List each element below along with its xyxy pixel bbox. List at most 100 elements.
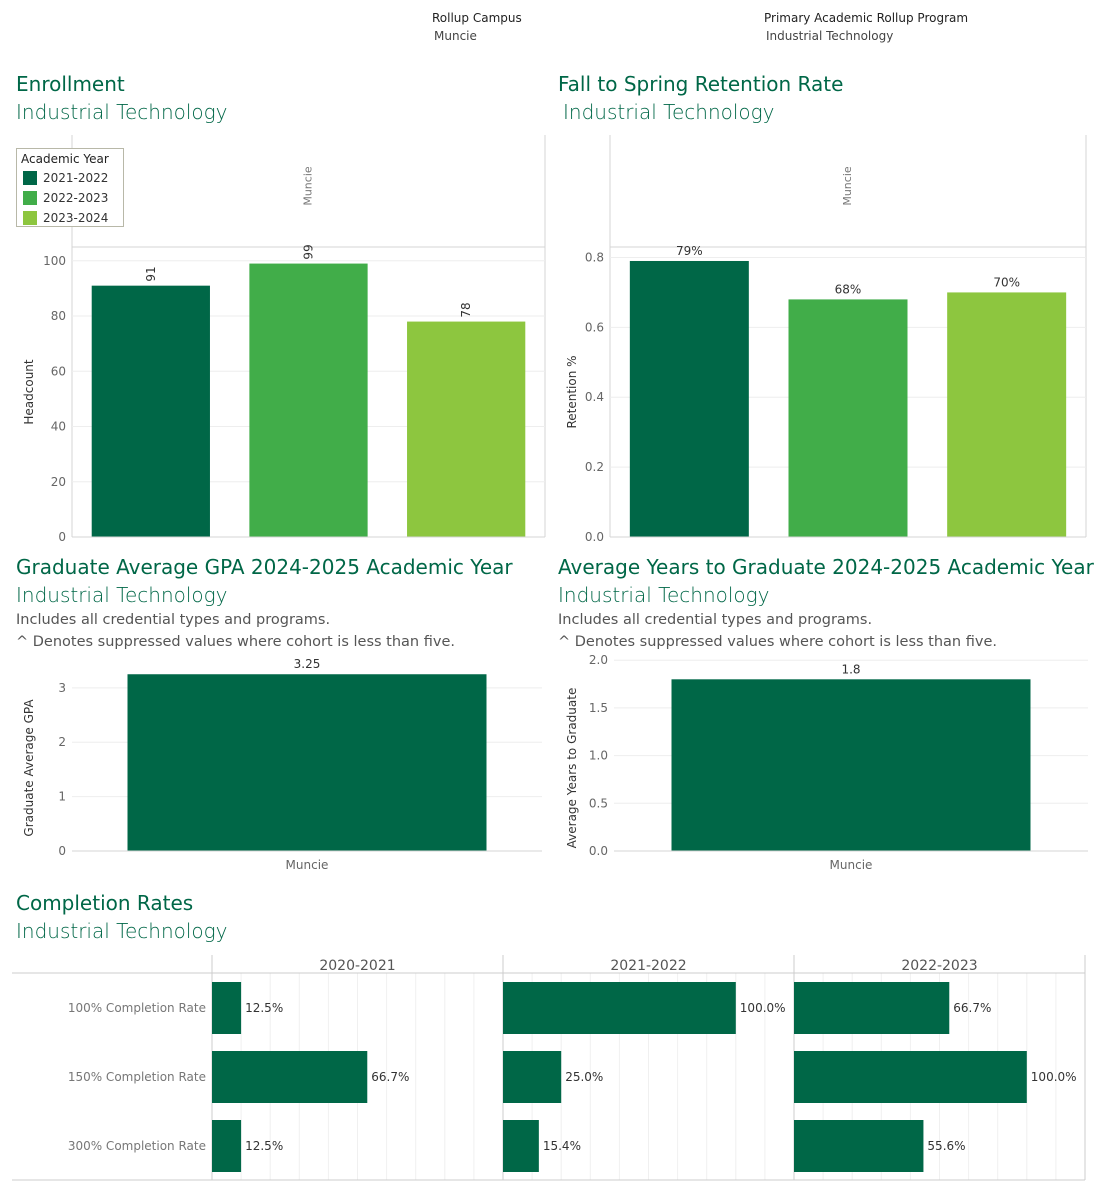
retention-title: Fall to Spring Retention Rate xyxy=(558,72,844,96)
completion-bar xyxy=(212,982,242,1034)
completion-bar xyxy=(212,1120,242,1172)
bar-value-label: 55.6% xyxy=(927,1139,965,1153)
column-header: 2021-2022 xyxy=(610,958,686,974)
bar-value-label: 68% xyxy=(835,282,862,296)
row-label: 150% Completion Rate xyxy=(68,1070,206,1084)
bar-Muncie xyxy=(671,679,1031,851)
academic-year-legend[interactable]: Academic Year 2021-2022 2022-2023 2023-2… xyxy=(16,148,124,227)
y-tick-label: 60 xyxy=(51,364,66,378)
completion-title: Completion Rates xyxy=(16,891,194,915)
bar-value-label: 12.5% xyxy=(245,1139,283,1153)
y-tick-label: 100 xyxy=(43,254,66,268)
gpa-note-suppressed: ^ Denotes suppressed values where cohort… xyxy=(16,634,455,650)
completion-bar xyxy=(794,982,950,1034)
program-filter-value[interactable]: Industrial Technology xyxy=(766,29,894,43)
years-subtitle: Industrial Technology xyxy=(558,583,770,607)
program-filter-label: Primary Academic Rollup Program xyxy=(764,11,969,25)
y-tick-label: 3 xyxy=(58,681,66,695)
completion-bar xyxy=(503,1051,562,1103)
bar-value-label: 100.0% xyxy=(1031,1070,1077,1084)
bar-value-label: 70% xyxy=(993,275,1020,289)
y-tick-label: 40 xyxy=(51,420,66,434)
gpa-note-credentials: Includes all credential types and progra… xyxy=(16,612,331,628)
completion-chart: 2020-2021 12.5% 66.7% 12.5% 2021-2022 100.0% 2… xyxy=(12,955,1086,1181)
legend-label: 2022-2023 xyxy=(43,191,109,205)
y-tick-label: 0.2 xyxy=(585,460,604,474)
enrollment-subtitle: Industrial Technology xyxy=(16,100,228,124)
x-category-label: Muncie xyxy=(830,858,873,872)
legend-swatch xyxy=(23,171,37,185)
bar-2021-2022 xyxy=(91,285,210,537)
completion-bar xyxy=(503,982,736,1034)
years-note-credentials: Includes all credential types and progra… xyxy=(558,612,873,628)
y-axis-title: Retention % xyxy=(565,355,579,428)
column-header: 2020-2021 xyxy=(319,958,395,974)
bar-Muncie xyxy=(127,674,487,851)
completion-subtitle: Industrial Technology xyxy=(16,919,228,943)
y-tick-label: 0.0 xyxy=(585,530,604,544)
y-tick-label: 0 xyxy=(58,844,66,858)
column-header: 2022-2023 xyxy=(901,958,977,974)
bar-value-label: 1.8 xyxy=(841,662,860,676)
bar-value-label: 66.7% xyxy=(953,1001,991,1015)
bar-value-label: 99 xyxy=(302,244,316,259)
completion-bar xyxy=(212,1051,368,1103)
bar-2021-2022 xyxy=(629,260,749,537)
panel-label: Muncie xyxy=(841,166,854,206)
retention-subtitle: Industrial Technology xyxy=(563,100,775,124)
completion-bar xyxy=(503,1120,539,1172)
bar-value-label: 12.5% xyxy=(245,1001,283,1015)
row-label: 300% Completion Rate xyxy=(68,1139,206,1153)
campus-filter-value[interactable]: Muncie xyxy=(434,29,477,43)
y-tick-label: 0.0 xyxy=(589,844,608,858)
bar-2023-2024 xyxy=(407,321,526,537)
bar-value-label: 66.7% xyxy=(371,1070,409,1084)
bar-2023-2024 xyxy=(947,292,1067,537)
years-title: Average Years to Graduate 2024-2025 Acad… xyxy=(558,555,1094,579)
legend-label: 2021-2022 xyxy=(43,171,109,185)
legend-label: 2023-2024 xyxy=(43,211,109,225)
y-tick-label: 0.5 xyxy=(589,796,608,810)
legend-item-2022-2023[interactable]: 2022-2023 xyxy=(21,188,119,208)
y-tick-label: 20 xyxy=(51,475,66,489)
campus-filter-label: Rollup Campus xyxy=(432,11,522,25)
x-category-label: Muncie xyxy=(286,858,329,872)
row-label: 100% Completion Rate xyxy=(68,1001,206,1015)
bar-2022-2023 xyxy=(249,263,368,537)
legend-item-2023-2024[interactable]: 2023-2024 xyxy=(21,208,119,228)
bar-value-label: 3.25 xyxy=(294,657,321,671)
gpa-title: Graduate Average GPA 2024-2025 Academic … xyxy=(16,555,513,579)
y-tick-label: 0.6 xyxy=(585,320,604,334)
bar-value-label: 91 xyxy=(144,266,158,281)
y-tick-label: 1.0 xyxy=(589,749,608,763)
y-tick-label: 2 xyxy=(58,735,66,749)
gpa-chart: 0 1 2 3 Graduate Average GPA 3.25 Muncie xyxy=(22,657,542,872)
gpa-subtitle: Industrial Technology xyxy=(16,583,228,607)
y-tick-label: 2.0 xyxy=(589,655,608,667)
years-chart: 0.0 0.5 1.0 1.5 2.0 Average Years to Graduate… xyxy=(565,655,1088,872)
panel-label: Muncie xyxy=(302,166,315,206)
bar-value-label: 100.0% xyxy=(740,1001,786,1015)
y-tick-label: 1.5 xyxy=(589,701,608,715)
retention-chart: Muncie 0.0 0.2 0.4 0.6 0.8 Retention % 79% 68% 70… xyxy=(565,135,1087,544)
legend-title: Academic Year xyxy=(21,152,109,166)
enrollment-title: Enrollment xyxy=(16,72,125,96)
bar-value-label: 79% xyxy=(676,244,703,258)
y-tick-label: 0.4 xyxy=(585,390,604,404)
y-tick-label: 80 xyxy=(51,309,66,323)
y-tick-label: 1 xyxy=(58,790,66,804)
completion-bar xyxy=(794,1051,1027,1103)
bar-value-label: 78 xyxy=(459,302,473,317)
bar-2022-2023 xyxy=(788,299,908,537)
completion-bar xyxy=(794,1120,924,1172)
y-axis-title: Headcount xyxy=(22,359,36,425)
y-axis-title: Average Years to Graduate xyxy=(565,688,579,849)
legend-swatch xyxy=(23,211,37,225)
y-tick-label: 0.8 xyxy=(585,250,604,264)
legend-swatch xyxy=(23,191,37,205)
y-axis-title: Graduate Average GPA xyxy=(22,699,36,837)
legend-item-2021-2022[interactable]: 2021-2022 xyxy=(21,168,119,188)
bar-value-label: 25.0% xyxy=(565,1070,603,1084)
y-tick-label: 0 xyxy=(58,530,66,544)
bar-value-label: 15.4% xyxy=(543,1139,581,1153)
